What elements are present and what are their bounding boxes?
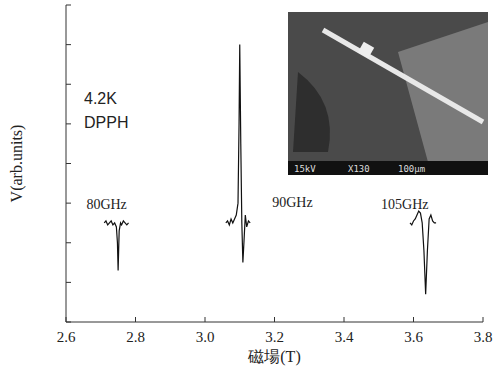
inset-text: 100μm: [398, 164, 425, 174]
inset-background: [288, 12, 488, 175]
x-tick-label: 3.4: [335, 329, 354, 345]
inset-pad: [358, 42, 374, 58]
x-tick-label: 3.2: [265, 329, 284, 345]
x-tick-label: 3.8: [474, 329, 493, 345]
x-tick: [344, 317, 345, 322]
y-tick: [66, 5, 71, 6]
y-tick: [66, 44, 71, 45]
trace: [104, 221, 128, 271]
y-tick: [66, 123, 71, 124]
series-label: 90GHz: [272, 195, 312, 210]
x-tick-label: 2.6: [57, 329, 76, 345]
trace: [410, 211, 436, 294]
annotation: DPPH: [84, 114, 128, 131]
inset-bar: [288, 161, 488, 175]
inset: 15kV X130 100μm: [288, 12, 488, 175]
x-axis-label: 磁場(T): [247, 348, 300, 366]
inset-text: X130: [348, 164, 370, 174]
x-tick-label: 3.6: [404, 329, 423, 345]
x-tick: [413, 317, 414, 322]
y-tick: [66, 282, 71, 283]
x-tick: [66, 317, 67, 322]
inset-region: [293, 72, 330, 152]
x-tick-label: 2.8: [126, 329, 145, 345]
x-tick-label: 3.0: [196, 329, 215, 345]
y-axis-label: V(arb.units): [8, 125, 26, 203]
series-label: 105GHz: [381, 197, 428, 212]
inset-region: [398, 22, 488, 162]
trace: [226, 45, 250, 263]
x-tick: [205, 317, 206, 322]
y-tick: [66, 163, 71, 164]
series-label: 80GHz: [86, 197, 126, 212]
x-tick: [135, 317, 136, 322]
chart: 2.6 2.8 3.0 3.2 3.4 3.6 3.8 磁場(T) V(arb.units) 4.…: [0, 0, 496, 367]
y-tick: [66, 203, 71, 204]
y-tick: [66, 242, 71, 243]
x-tick: [483, 317, 484, 322]
y-tick: [66, 84, 71, 85]
inset-probe: [323, 30, 483, 122]
y-tick: [66, 322, 71, 323]
traces: [104, 45, 436, 295]
x-tick: [274, 317, 275, 322]
inset-text: 15kV: [294, 164, 316, 174]
annotation: 4.2K: [84, 90, 117, 107]
